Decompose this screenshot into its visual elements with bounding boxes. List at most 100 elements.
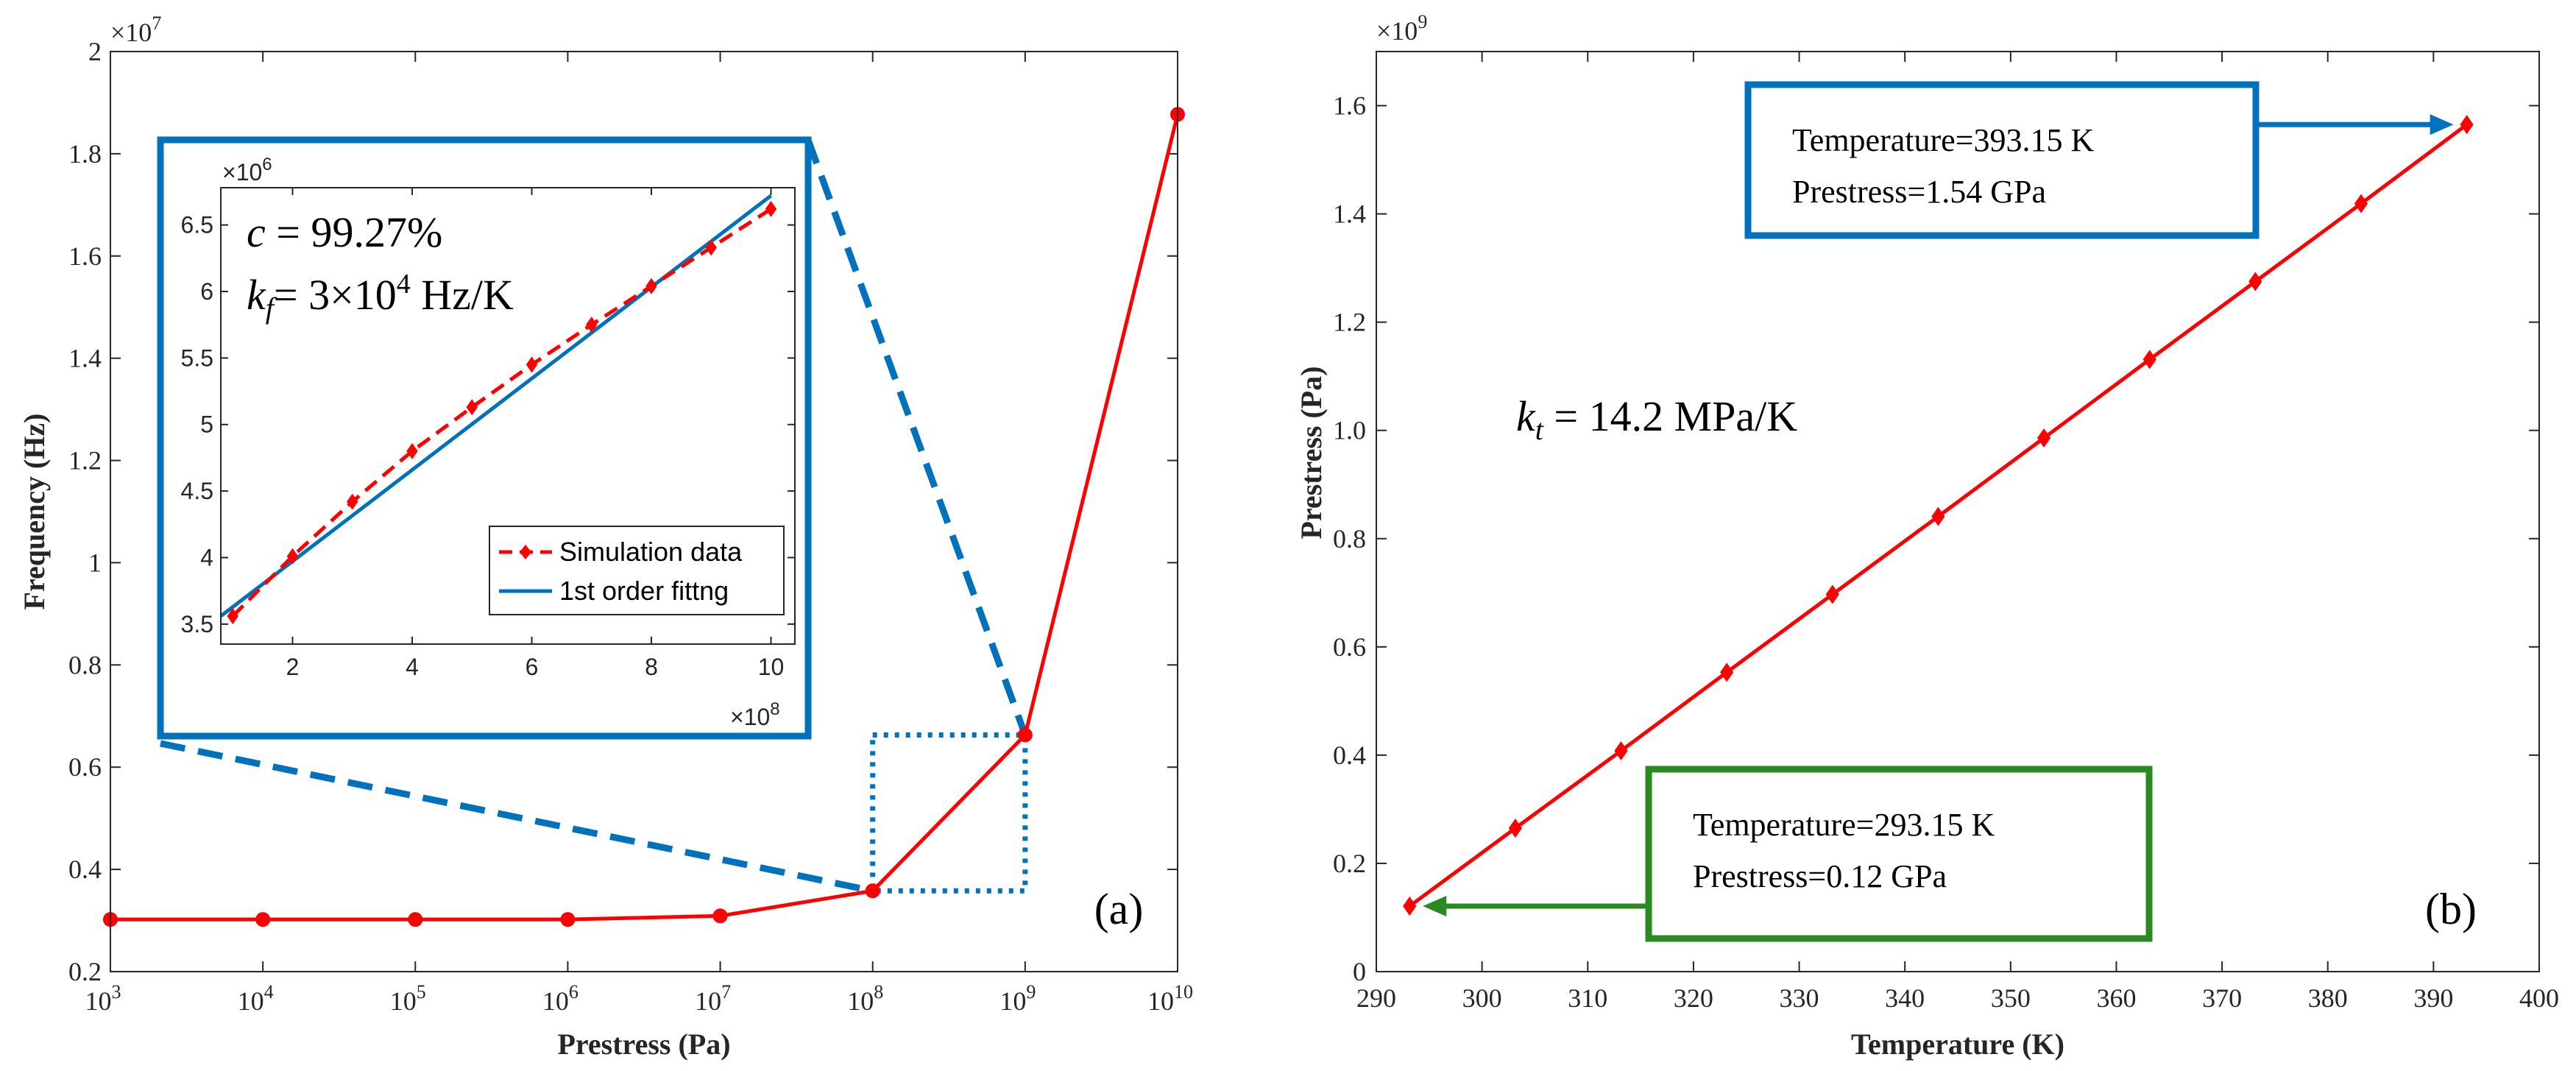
inset-annotation-c: c = 99.27% [247, 208, 442, 256]
callout-bottom-line1: Temperature=293.15 K [1693, 807, 1995, 843]
panel-b-data-point [2460, 115, 2474, 135]
inset-simulation-point [227, 608, 238, 625]
inset-y-tick-label: 6 [200, 278, 213, 305]
panel-a-x-tick-label: 105 [390, 981, 426, 1016]
panel-a-x-tick-label: 106 [542, 981, 578, 1016]
panel-b-data-point [2142, 350, 2156, 370]
callout-arrows [1423, 114, 2454, 917]
panel-b-x-tick-label: 330 [1780, 983, 1819, 1013]
legend-marker-simulation [520, 545, 531, 559]
callout-bottom-box [1645, 766, 2153, 942]
panel-a-tag: (a) [1094, 885, 1144, 933]
inset-series [219, 194, 773, 618]
panel-b: 0 0.2 0.4 0.6 0.8 1.0 1.2 1.4 1.6 290 300 310 320 33… [1295, 11, 2559, 1061]
panel-a-y-exponent: ×107 [110, 13, 161, 47]
panel-a-frame [110, 51, 1178, 972]
panel-b-data-point [1720, 662, 1734, 682]
panel-b-y-tick-label: 0.8 [1333, 524, 1366, 554]
inset-y-tick-labels: 3.5 4 4.5 5 5.5 6 6.5 [181, 212, 213, 637]
panel-b-x-tick-label: 370 [2202, 983, 2242, 1013]
panel-b-x-tick-label: 360 [2096, 983, 2136, 1013]
panel-b-data-point [1931, 506, 1945, 526]
panel-b-x-tick-labels: 290 300 310 320 330 340 350 360 370 380 390 400 [1356, 983, 2559, 1013]
inset-simulation-point [286, 548, 299, 565]
inset-y-tick-label: 4.5 [181, 478, 213, 504]
callout-top-arrow-head [2430, 114, 2454, 135]
panel-b-x-tick-label: 320 [1674, 983, 1713, 1013]
inset-legend: Simulation data 1st order fittng [489, 526, 785, 615]
panel-a-y-tick-label: 1 [88, 548, 102, 577]
panel-a-y-tick-label: 0.2 [68, 957, 102, 986]
panel-a-y-tick-label: 0.4 [68, 855, 102, 884]
panel-b-y-tick-label: 0 [1353, 957, 1366, 986]
inset-y-tick-label: 6.5 [181, 212, 213, 238]
panel-b-data-point [1614, 741, 1628, 760]
panel-b-x-tick-label: 290 [1356, 983, 1396, 1013]
inset-simulation-point [526, 356, 538, 373]
inset-y-tick-label: 4 [200, 545, 213, 571]
panel-a-data-point [255, 912, 271, 927]
panel-b-callouts: Temperature=393.15 K Prestress=1.54 GPa … [1423, 81, 2454, 942]
inset-fit-line [219, 194, 773, 618]
inset-x-tick-label: 10 [758, 654, 785, 680]
panel-b-tag: (b) [2425, 885, 2477, 933]
panel-a-y-tick-label: 1.6 [68, 241, 102, 271]
panel-b-data-point [1825, 584, 1839, 604]
panel-a-x-axis-label: Prestress (Pa) [557, 1028, 730, 1061]
panel-b-y-tick-label: 0.6 [1333, 632, 1366, 662]
panel-a-x-tick-label: 1010 [1147, 981, 1193, 1016]
panel-a-frequency-line [110, 113, 1180, 922]
panel-a-x-tick-label: 109 [999, 981, 1036, 1016]
inset-simulation-point [406, 442, 418, 459]
panel-a-y-tick-label: 2 [88, 37, 102, 66]
panel-b-x-tick-label: 310 [1568, 983, 1607, 1013]
panel-a-y-axis-label: Frequency (Hz) [18, 414, 51, 610]
inset-x-tick-label: 4 [406, 654, 419, 680]
inset-x-tick-labels: 2 4 6 8 10 [286, 654, 785, 680]
panel-b-x-axis-label: Temperature (K) [1851, 1028, 2064, 1061]
panel-a-data-point [1017, 727, 1033, 743]
inset-y-tick-label: 5.5 [181, 344, 213, 371]
panel-a-inset: 3.544.555.566.5 2 4 6 8 10 ×106 ×108 c = 99.… [157, 136, 812, 740]
panel-a-zoom-indicator [160, 138, 1029, 894]
inset-y-tick-label: 5 [200, 411, 213, 438]
panel-b-y-tick-label: 1.2 [1333, 308, 1366, 337]
panel-a-x-tick-labels: 103 104 105 106 107 108 109 1010 [85, 981, 1194, 1016]
panel-b-frame [1376, 51, 2540, 972]
panel-b-points [1403, 115, 2474, 916]
panel-b-y-tick-labels: 0 0.2 0.4 0.6 0.8 1.0 1.2 1.4 1.6 [1333, 91, 1366, 986]
panel-a-y-tick-labels: 0.2 0.4 0.6 0.8 1 1.2 1.4 1.6 1.8 2 [68, 37, 102, 986]
inset-simulation-point [466, 399, 478, 416]
panel-b-x-tick-label: 300 [1462, 983, 1502, 1013]
inset-legend-box [489, 526, 785, 615]
panel-b-y-tick-label: 1.0 [1333, 416, 1366, 445]
panel-b-y-tick-label: 1.6 [1333, 91, 1366, 121]
callout-top-line1: Temperature=393.15 K [1792, 122, 2094, 158]
panel-b-x-tick-label: 340 [1885, 983, 1925, 1013]
panel-a-data-point [408, 912, 423, 927]
panel-b-x-tick-label: 390 [2413, 983, 2453, 1013]
panel-a-x-tick-label: 104 [238, 981, 274, 1016]
panel-b-data-point [2037, 428, 2051, 448]
panel-b-data-point [2354, 194, 2368, 213]
inset-points [227, 200, 777, 625]
panel-a-x-tick-label: 107 [695, 981, 731, 1016]
panel-a-x-tick-label: 103 [85, 981, 121, 1016]
panel-b-data-point [2248, 272, 2262, 291]
panel-a-y-tick-label: 1.4 [68, 344, 102, 373]
inset-simulation-point [645, 278, 657, 294]
panel-b-y-axis-label: Prestress (Pa) [1295, 366, 1328, 539]
panel-b-x-tick-label: 350 [1991, 983, 2031, 1013]
panel-a-data-point [712, 908, 728, 924]
panel-b-y-tick-label: 0.4 [1333, 740, 1366, 770]
panel-a-data-point [865, 883, 880, 899]
inset-simulation-point [765, 200, 777, 217]
panel-b-y-exponent: ×109 [1376, 11, 1427, 46]
panel-a-y-tick-label: 0.6 [68, 752, 102, 782]
inset-simulation-point [347, 493, 358, 510]
inset-ticks [221, 188, 795, 644]
inset-annotation-k: kf= 3×104 Hz/K [247, 269, 514, 325]
inset-simulation-line [231, 207, 772, 618]
panel-a-series [110, 113, 1180, 922]
